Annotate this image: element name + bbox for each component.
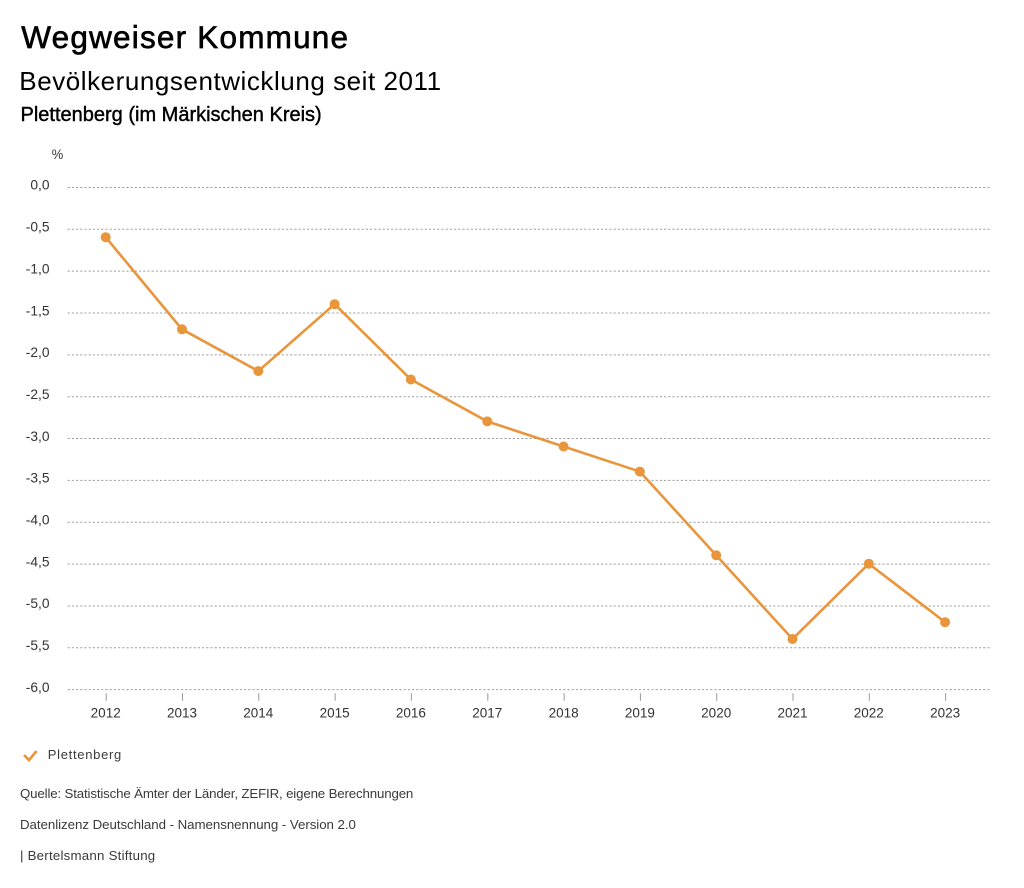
svg-text:2017: 2017 [472,706,502,721]
svg-text:2020: 2020 [701,706,731,721]
svg-text:-6,0: -6,0 [26,680,50,695]
svg-text:2022: 2022 [854,706,884,721]
svg-text:-2,0: -2,0 [26,345,50,360]
svg-text:-4,0: -4,0 [26,513,50,528]
svg-text:2023: 2023 [930,706,960,721]
svg-text:2019: 2019 [625,706,655,721]
svg-text:2014: 2014 [243,706,274,721]
svg-text:2021: 2021 [777,706,807,721]
svg-text:0,0: 0,0 [30,178,50,193]
svg-text:-3,0: -3,0 [26,429,50,444]
svg-text:-5,0: -5,0 [26,596,50,611]
svg-text:2013: 2013 [167,706,197,721]
svg-text:2018: 2018 [549,706,579,721]
svg-text:-3,5: -3,5 [26,471,50,486]
svg-text:-1,0: -1,0 [26,261,50,276]
svg-text:-5,5: -5,5 [26,638,50,653]
svg-text:2015: 2015 [320,706,350,721]
svg-text:-0,5: -0,5 [26,220,50,235]
svg-text:Plettenberg: Plettenberg [48,747,122,762]
svg-text:2012: 2012 [91,706,121,721]
svg-text:-4,5: -4,5 [26,554,50,569]
svg-text:%: % [52,146,64,162]
svg-text:2016: 2016 [396,706,426,721]
svg-text:-1,5: -1,5 [26,303,50,318]
svg-text:-2,5: -2,5 [26,387,50,402]
